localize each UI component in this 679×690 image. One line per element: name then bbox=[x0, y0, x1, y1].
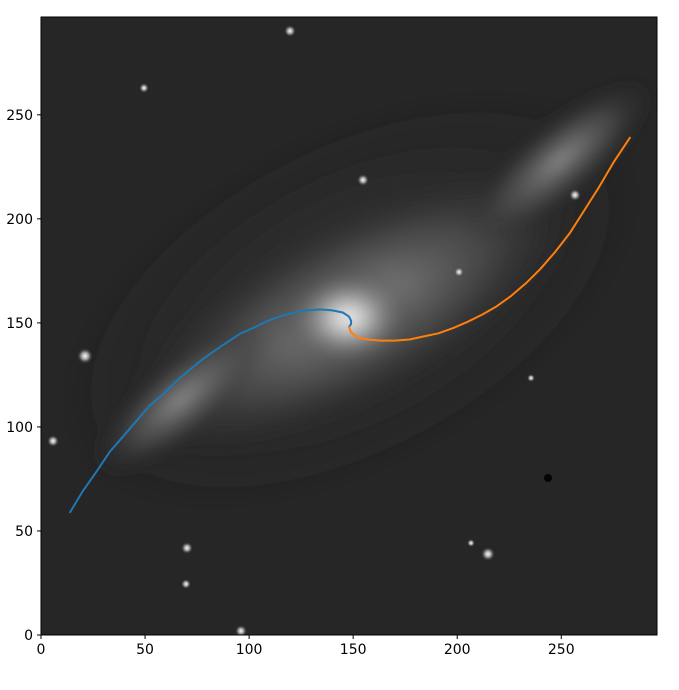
star bbox=[569, 189, 581, 201]
plot-area bbox=[41, 17, 657, 635]
y-tick-label: 50 bbox=[15, 524, 33, 540]
x-axis: 0 50 100 150 200 250 bbox=[37, 635, 575, 658]
star bbox=[181, 542, 193, 554]
star bbox=[467, 539, 475, 547]
x-tick-label: 100 bbox=[236, 642, 263, 658]
star bbox=[481, 547, 495, 561]
series-line-1 bbox=[69, 308, 353, 514]
series-line-2 bbox=[348, 136, 631, 342]
star bbox=[139, 83, 149, 93]
y-tick-label: 250 bbox=[6, 108, 33, 124]
star bbox=[47, 435, 59, 447]
x-tick-label: 50 bbox=[136, 642, 154, 658]
star bbox=[357, 174, 369, 186]
y-axis: 0 50 100 150 200 250 bbox=[6, 108, 41, 644]
x-tick-label: 0 bbox=[37, 642, 46, 658]
y-tick-label: 150 bbox=[6, 316, 33, 332]
y-tick-label: 0 bbox=[24, 628, 33, 644]
star bbox=[77, 348, 93, 364]
dark-spot bbox=[544, 474, 552, 482]
x-tick-label: 150 bbox=[340, 642, 367, 658]
series-layer bbox=[69, 136, 631, 514]
star bbox=[181, 579, 191, 589]
axes-frame bbox=[40, 16, 658, 636]
y-tick-label: 100 bbox=[6, 420, 33, 436]
y-tick-label: 200 bbox=[6, 212, 33, 228]
galaxy-arm-lower-left bbox=[91, 322, 269, 478]
x-tick-label: 200 bbox=[444, 642, 471, 658]
star-field bbox=[47, 25, 581, 635]
star bbox=[284, 25, 296, 37]
galaxy-core bbox=[278, 263, 418, 373]
star bbox=[454, 267, 464, 277]
galaxy-arm-upper-right bbox=[464, 77, 656, 243]
galaxy-image bbox=[56, 77, 656, 513]
star bbox=[527, 374, 535, 382]
star bbox=[235, 625, 247, 635]
x-tick-label: 250 bbox=[548, 642, 575, 658]
